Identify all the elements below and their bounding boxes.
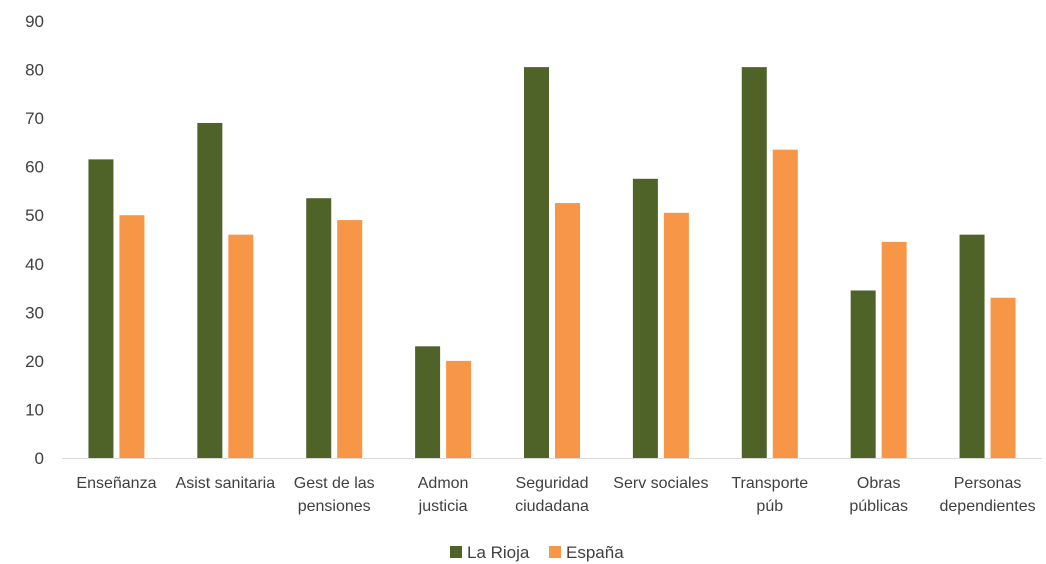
legend-label: España — [566, 543, 624, 562]
bar-españa — [446, 360, 472, 458]
bar-la-rioja — [850, 290, 876, 458]
x-category-label: Admon — [418, 475, 469, 492]
y-tick-label: 70 — [25, 109, 44, 128]
legend: La Rioja España — [450, 543, 624, 562]
x-category-label: ciudadana — [515, 498, 589, 515]
y-tick-label: 30 — [25, 303, 44, 322]
x-category-label: Personas — [954, 475, 1022, 492]
bar-españa — [228, 234, 254, 458]
x-category-label: Gest de las — [294, 475, 375, 492]
x-category-label: públicas — [849, 498, 908, 515]
x-category-label: pensiones — [298, 498, 371, 515]
bar-la-rioja — [524, 67, 549, 458]
bar-españa — [119, 215, 145, 458]
y-tick-label: 60 — [25, 158, 44, 177]
bar-españa — [772, 149, 798, 458]
bar-españa — [337, 220, 363, 458]
x-category-label: Serv sociales — [613, 475, 708, 492]
x-category-label: Asist sanitaria — [176, 475, 276, 492]
y-tick-label: 20 — [25, 352, 44, 371]
bar-la-rioja — [959, 234, 985, 458]
y-tick-label: 40 — [25, 255, 44, 274]
bar-la-rioja — [306, 198, 332, 458]
y-tick-label: 10 — [25, 400, 44, 419]
legend-swatch — [450, 546, 462, 558]
y-tick-label: 50 — [25, 206, 44, 225]
x-category-label: Enseñanza — [76, 475, 156, 492]
x-category-label: Seguridad — [516, 475, 589, 492]
bar-la-rioja — [197, 122, 223, 458]
legend-swatch — [549, 546, 561, 558]
bars — [88, 67, 1016, 459]
legend-label: La Rioja — [467, 543, 530, 562]
x-category-label: dependientes — [940, 498, 1036, 515]
x-category-label: Obras — [857, 475, 901, 492]
bar-españa — [990, 297, 1016, 458]
bar-españa — [555, 203, 580, 458]
bar-la-rioja — [741, 67, 767, 458]
x-category-label: justicia — [418, 498, 468, 515]
x-category-label: púb — [756, 498, 783, 515]
bar-la-rioja — [88, 159, 114, 458]
x-axis: Enseñanza Asist sanitaria Gest de las pensi… — [76, 475, 1035, 515]
y-tick-label: 0 — [35, 449, 44, 468]
bar-la-rioja — [632, 178, 658, 459]
bar-españa — [881, 241, 907, 458]
bar-la-rioja — [415, 346, 441, 458]
y-axis: 0 10 20 30 40 50 60 70 80 90 — [25, 12, 44, 468]
y-tick-label: 90 — [25, 12, 44, 31]
x-category-label: Transporte — [731, 475, 808, 492]
y-tick-label: 80 — [25, 61, 44, 80]
bar-españa — [663, 212, 689, 458]
